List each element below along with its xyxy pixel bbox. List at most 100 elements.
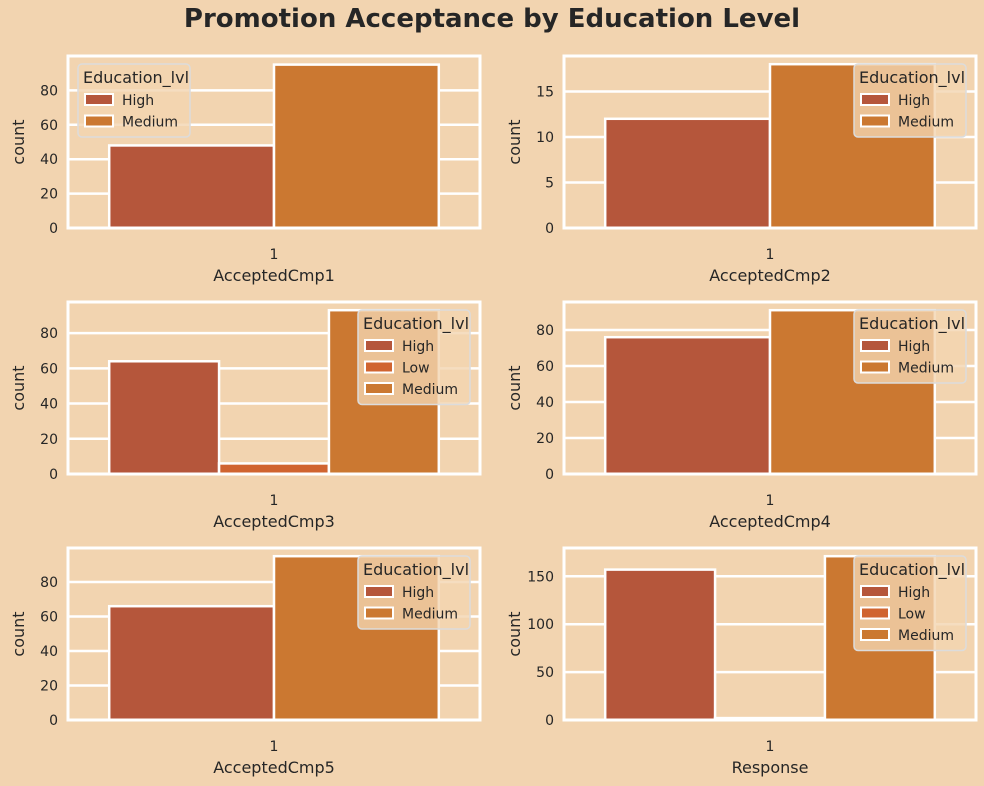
y-tick-label: 40 bbox=[40, 644, 58, 660]
legend-label: Medium bbox=[402, 382, 458, 398]
x-tick-label: 1 bbox=[766, 247, 775, 263]
axes-frame bbox=[562, 54, 978, 230]
y-axis-label: count bbox=[505, 365, 524, 410]
legend-swatch-low bbox=[364, 360, 394, 374]
y-tick-label: 40 bbox=[40, 152, 58, 168]
y-tick-label: 80 bbox=[40, 575, 58, 591]
y-tick-label: 5 bbox=[545, 175, 554, 191]
y-tick-label: 20 bbox=[40, 679, 58, 695]
y-tick-label: 0 bbox=[545, 713, 554, 729]
bar-high bbox=[603, 568, 717, 722]
legend-label: Low bbox=[898, 607, 926, 623]
legend-title: Education_lvl bbox=[859, 68, 965, 88]
x-tick-label: 1 bbox=[270, 739, 279, 755]
legend-swatch-high bbox=[364, 585, 394, 598]
x-tick-label: 1 bbox=[270, 493, 279, 509]
bar-high bbox=[107, 144, 276, 230]
x-axis-label: AcceptedCmp2 bbox=[709, 266, 831, 285]
axes-frame bbox=[66, 54, 482, 230]
legend-swatch-high bbox=[860, 585, 890, 598]
y-tick-label: 0 bbox=[49, 467, 58, 483]
bar-high bbox=[603, 117, 772, 230]
y-tick-label: 10 bbox=[536, 130, 554, 146]
legend-label: High bbox=[122, 93, 154, 109]
legend-label: High bbox=[898, 93, 930, 109]
legend-label: High bbox=[402, 339, 434, 355]
y-tick-label: 60 bbox=[40, 361, 58, 377]
y-tick-label: 80 bbox=[40, 326, 58, 342]
bar-low bbox=[217, 462, 331, 476]
x-tick-label: 1 bbox=[766, 739, 775, 755]
y-tick-label: 150 bbox=[527, 569, 554, 585]
y-axis-label: count bbox=[505, 611, 524, 656]
x-axis-label: Response bbox=[732, 758, 809, 777]
legend-label: Medium bbox=[898, 628, 954, 644]
x-axis-label: AcceptedCmp4 bbox=[709, 512, 831, 531]
y-tick-label: 60 bbox=[536, 359, 554, 375]
legend-title: Education_lvl bbox=[859, 560, 965, 580]
y-tick-label: 80 bbox=[40, 83, 58, 99]
bar-high bbox=[603, 335, 772, 476]
y-axis-label: count bbox=[9, 611, 28, 656]
legend-title: Education_lvl bbox=[83, 68, 189, 88]
y-tick-label: 15 bbox=[536, 84, 554, 100]
legend-label: Medium bbox=[402, 607, 458, 623]
bar-medium bbox=[272, 63, 441, 230]
y-tick-label: 20 bbox=[536, 431, 554, 447]
legend: Education_lvl High Medium bbox=[357, 555, 471, 630]
legend-swatch-high bbox=[860, 93, 890, 106]
y-tick-label: 0 bbox=[49, 221, 58, 237]
subplot-6: 0 50 100 150 1 Response count Education_lvl High… bbox=[505, 546, 978, 777]
legend-swatch-high bbox=[84, 93, 114, 106]
y-tick-label: 60 bbox=[40, 610, 58, 626]
y-axis-label: count bbox=[9, 119, 28, 164]
legend: Education_lvl High Medium bbox=[853, 309, 967, 384]
y-tick-label: 40 bbox=[40, 397, 58, 413]
legend-swatch-medium bbox=[860, 360, 890, 374]
legend-label: Low bbox=[402, 361, 430, 377]
legend: Education_lvl High Low Medium bbox=[357, 309, 471, 406]
y-axis-label: count bbox=[9, 365, 28, 410]
legend-swatch-medium bbox=[364, 382, 394, 395]
legend-label: Medium bbox=[122, 115, 178, 131]
y-tick-label: 60 bbox=[40, 118, 58, 134]
legend-swatch-high bbox=[860, 339, 890, 352]
y-tick-label: 20 bbox=[40, 187, 58, 203]
bar-high bbox=[107, 604, 276, 722]
subplot-5: 0 20 40 60 80 1 AcceptedCmp5 count Education_lvl… bbox=[9, 546, 482, 777]
legend-swatch-medium bbox=[364, 606, 394, 620]
x-axis-label: AcceptedCmp3 bbox=[213, 512, 335, 531]
legend-title: Education_lvl bbox=[363, 314, 469, 334]
subplot-4: 0 20 40 60 80 1 AcceptedCmp4 count Education_lvl… bbox=[505, 300, 978, 531]
legend-label: High bbox=[898, 339, 930, 355]
y-axis-label: count bbox=[505, 119, 524, 164]
axes-frame bbox=[66, 546, 482, 722]
y-tick-label: 0 bbox=[545, 221, 554, 237]
legend-label: High bbox=[402, 585, 434, 601]
x-axis-label: AcceptedCmp5 bbox=[213, 758, 335, 777]
legend-label: Medium bbox=[898, 115, 954, 131]
axes-frame bbox=[562, 300, 978, 476]
figure-title: Promotion Acceptance by Education Level bbox=[183, 4, 801, 34]
legend: Education_lvl High Medium bbox=[77, 63, 191, 138]
y-tick-label: 100 bbox=[527, 617, 554, 633]
legend-swatch-medium bbox=[860, 628, 890, 641]
x-tick-label: 1 bbox=[766, 493, 775, 509]
x-axis-label: AcceptedCmp1 bbox=[213, 266, 335, 285]
subplot-3: 0 20 40 60 80 1 AcceptedCmp3 count Education_lvl… bbox=[9, 300, 482, 531]
legend-swatch-high bbox=[364, 339, 394, 352]
legend-title: Education_lvl bbox=[859, 314, 965, 334]
y-tick-label: 50 bbox=[536, 665, 554, 681]
legend-swatch-medium bbox=[84, 114, 114, 128]
legend-box bbox=[357, 309, 471, 406]
y-tick-label: 0 bbox=[49, 713, 58, 729]
axes-frame bbox=[66, 300, 482, 476]
axes-frame bbox=[562, 546, 978, 722]
legend-box bbox=[853, 555, 967, 652]
legend-swatch-low bbox=[860, 606, 890, 620]
y-tick-label: 0 bbox=[545, 467, 554, 483]
y-tick-label: 80 bbox=[536, 323, 554, 339]
legend-swatch-medium bbox=[860, 114, 890, 128]
legend-label: High bbox=[898, 585, 930, 601]
